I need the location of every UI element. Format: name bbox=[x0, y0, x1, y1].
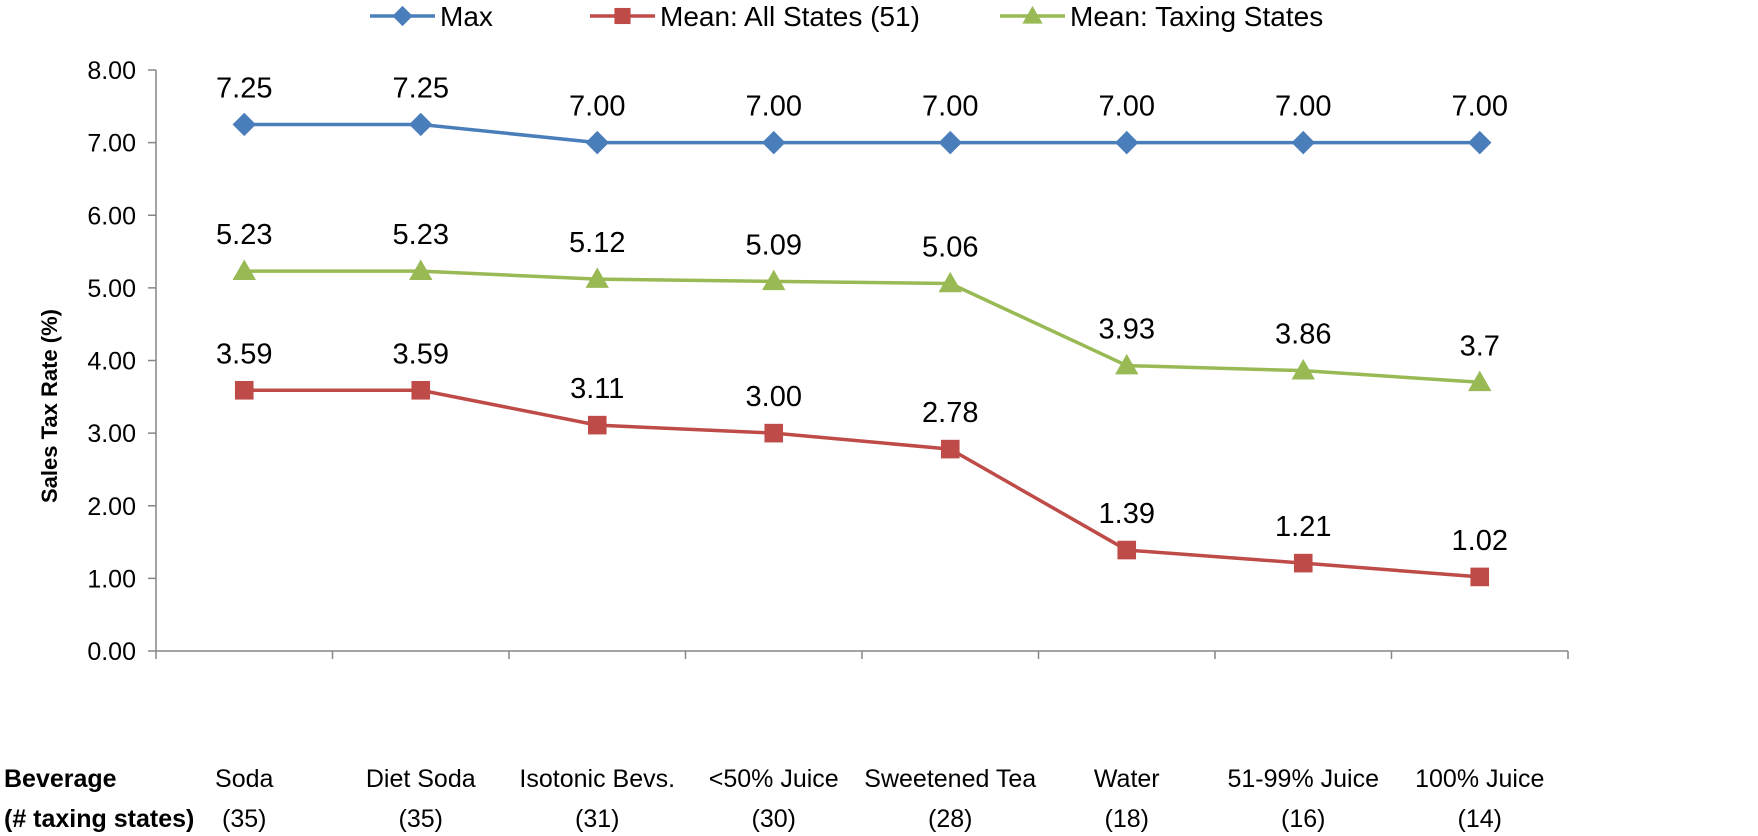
data-label: 1.02 bbox=[1452, 525, 1508, 557]
data-label: 7.25 bbox=[216, 72, 272, 104]
data-label: 7.00 bbox=[1452, 91, 1508, 123]
y-tick-label: 7.00 bbox=[87, 130, 136, 158]
x-category-count: (35) bbox=[222, 805, 266, 833]
data-label: 5.23 bbox=[393, 219, 449, 251]
data-label: 7.00 bbox=[1099, 91, 1155, 123]
legend-label: Mean: Taxing States bbox=[1070, 1, 1323, 32]
data-label: 3.93 bbox=[1099, 314, 1155, 346]
data-point bbox=[938, 130, 962, 155]
x-category-label: 51-99% Juice bbox=[1228, 765, 1379, 793]
legend: Max Mean: All States (51) Mean: Taxing Sta… bbox=[370, 1, 1323, 32]
data-point bbox=[762, 130, 786, 155]
data-point bbox=[234, 380, 254, 400]
data-point bbox=[585, 130, 609, 155]
data-label: 5.12 bbox=[569, 227, 625, 259]
data-label: 3.59 bbox=[216, 338, 272, 370]
data-point bbox=[1291, 358, 1315, 380]
data-point bbox=[411, 380, 431, 400]
legend-label: Max bbox=[440, 1, 493, 32]
data-point bbox=[409, 259, 433, 280]
x-category-count: (16) bbox=[1281, 805, 1325, 833]
x-category-label: Soda bbox=[215, 765, 273, 793]
data-label: 3.59 bbox=[393, 338, 449, 370]
data-label: 7.00 bbox=[922, 91, 978, 123]
legend-marker bbox=[392, 5, 413, 27]
y-axis-title: Sales Tax Rate (%) bbox=[37, 309, 62, 503]
x-category-count: (35) bbox=[399, 805, 443, 833]
y-tick-label: 3.00 bbox=[87, 420, 136, 448]
x-category-count: (14) bbox=[1458, 805, 1502, 833]
data-label: 5.06 bbox=[922, 232, 978, 264]
data-point bbox=[764, 423, 784, 443]
data-label: 7.00 bbox=[569, 91, 625, 123]
data-point bbox=[1470, 567, 1490, 587]
data-label: 1.39 bbox=[1099, 498, 1155, 530]
x-category-label: <50% Juice bbox=[709, 765, 839, 793]
data-label: 7.25 bbox=[393, 72, 449, 104]
data-label: 3.11 bbox=[570, 373, 624, 405]
y-tick-label: 6.00 bbox=[87, 202, 136, 230]
data-label: 5.23 bbox=[216, 219, 272, 251]
legend-marker bbox=[1022, 5, 1043, 24]
data-point bbox=[762, 269, 786, 291]
series-line bbox=[244, 388, 1480, 579]
data-point bbox=[1293, 553, 1313, 573]
x-header-taxing-states: (# taxing states) bbox=[4, 805, 194, 833]
data-point bbox=[1468, 130, 1492, 155]
data-point bbox=[1115, 353, 1139, 375]
data-point bbox=[1468, 370, 1492, 392]
y-tick-label: 2.00 bbox=[87, 493, 136, 521]
y-tick-label: 1.00 bbox=[87, 565, 136, 593]
series-2: 5.23 5.23 5.12 5.09 5.06 3.93 3.86 3.7 bbox=[216, 219, 1500, 392]
series-1: 3.59 3.59 3.11 3.00 2.78 1.39 1.21 1.02 bbox=[216, 338, 1508, 587]
legend-item-1: Mean: All States (51) bbox=[590, 1, 920, 32]
series-group: 7.25 7.257.00 7.00 7.00 7.00 7.00 7.003.59 3.59… bbox=[216, 72, 1508, 587]
data-label: 3.00 bbox=[746, 381, 802, 413]
legend-marker bbox=[614, 7, 631, 25]
x-category-label: Sweetened Tea bbox=[864, 765, 1036, 793]
x-category-count: (28) bbox=[928, 805, 972, 833]
data-label: 2.78 bbox=[922, 397, 978, 429]
y-axis: 0.00 1.00 2.00 3.00 4.00 5.00 6.00 7.00 8.00 bbox=[87, 57, 157, 666]
data-point bbox=[585, 267, 609, 288]
x-category-label: Water bbox=[1094, 765, 1160, 793]
y-tick-label: 8.00 bbox=[87, 57, 136, 85]
data-point bbox=[1291, 130, 1315, 155]
legend-label: Mean: All States (51) bbox=[660, 1, 920, 32]
data-label: 7.00 bbox=[746, 91, 802, 123]
x-axis: Soda (35) Diet Soda (35) Isotonic Bevs. (31) <… bbox=[155, 650, 1569, 833]
series-0: 7.25 7.25 7.00 7.00 7.00 7.00 7.00 7.00 bbox=[216, 72, 1508, 155]
x-category-label: Diet Soda bbox=[366, 765, 476, 793]
y-tick-label: 0.00 bbox=[87, 638, 136, 666]
y-tick-label: 5.00 bbox=[87, 275, 136, 303]
data-label: 3.7 bbox=[1460, 330, 1500, 362]
legend-item-0: Max bbox=[370, 1, 493, 32]
data-point bbox=[940, 439, 960, 459]
x-category-label: Isotonic Bevs. bbox=[519, 765, 675, 793]
x-header-beverage: Beverage bbox=[4, 765, 117, 793]
data-point bbox=[1117, 540, 1137, 560]
data-label: 7.00 bbox=[1275, 91, 1331, 123]
x-category-count: (30) bbox=[752, 805, 796, 833]
data-point bbox=[1115, 130, 1139, 155]
data-point bbox=[587, 415, 607, 435]
legend-item-2: Mean: Taxing States bbox=[1000, 1, 1323, 32]
data-point bbox=[938, 271, 962, 293]
data-label: 5.09 bbox=[746, 229, 802, 261]
x-category-count: (31) bbox=[575, 805, 619, 833]
data-label: 1.21 bbox=[1275, 511, 1331, 543]
x-category-count: (18) bbox=[1105, 805, 1149, 833]
data-point bbox=[232, 112, 256, 137]
data-point bbox=[232, 259, 256, 280]
x-category-label: 100% Juice bbox=[1415, 765, 1544, 793]
data-label: 3.86 bbox=[1275, 319, 1331, 351]
series-line bbox=[244, 269, 1480, 385]
series-line bbox=[244, 122, 1480, 145]
data-point bbox=[409, 112, 433, 137]
y-tick-label: 4.00 bbox=[87, 348, 136, 376]
